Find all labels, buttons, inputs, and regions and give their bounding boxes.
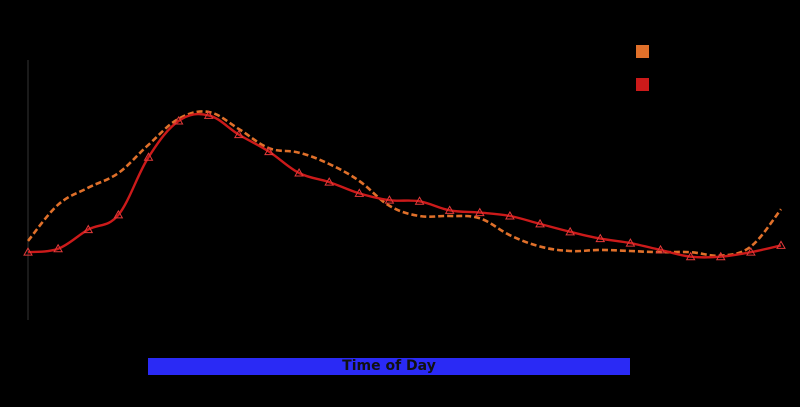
series-line-1 [27, 112, 782, 259]
legend [636, 35, 657, 101]
data-point-marker [113, 209, 124, 219]
data-point-marker [474, 207, 485, 217]
data-point-marker [685, 251, 696, 261]
data-point-marker [655, 244, 666, 254]
data-point-marker [294, 168, 304, 177]
data-point-marker [173, 116, 184, 125]
series-line-0 [26, 110, 783, 258]
data-point-marker [354, 188, 365, 197]
data-point-marker [715, 251, 726, 261]
data-point-marker [203, 110, 214, 119]
data-point-marker [444, 205, 455, 214]
data-point-marker [414, 196, 425, 205]
legend-swatch-orange [636, 45, 649, 58]
data-point-marker [23, 247, 33, 256]
data-point-marker [53, 243, 63, 253]
x-axis-label-background [148, 358, 630, 375]
data-point-marker [83, 224, 94, 234]
legend-item-dashed-series [636, 35, 657, 68]
data-point-marker [505, 210, 515, 220]
data-point-marker [535, 218, 545, 228]
data-point-marker [324, 177, 335, 186]
data-point-marker [565, 226, 576, 236]
data-point-marker [776, 240, 786, 249]
series-layer [23, 110, 786, 261]
x-axis-label: Time of Day [342, 358, 436, 374]
legend-swatch-red [636, 78, 649, 91]
data-point-marker [233, 129, 244, 139]
legend-item-solid-series [636, 68, 657, 101]
data-point-marker [595, 233, 606, 243]
data-point-marker [625, 238, 636, 247]
data-point-marker [264, 146, 274, 156]
data-point-marker [384, 195, 395, 204]
data-point-marker [746, 247, 756, 256]
data-point-marker [143, 152, 154, 161]
